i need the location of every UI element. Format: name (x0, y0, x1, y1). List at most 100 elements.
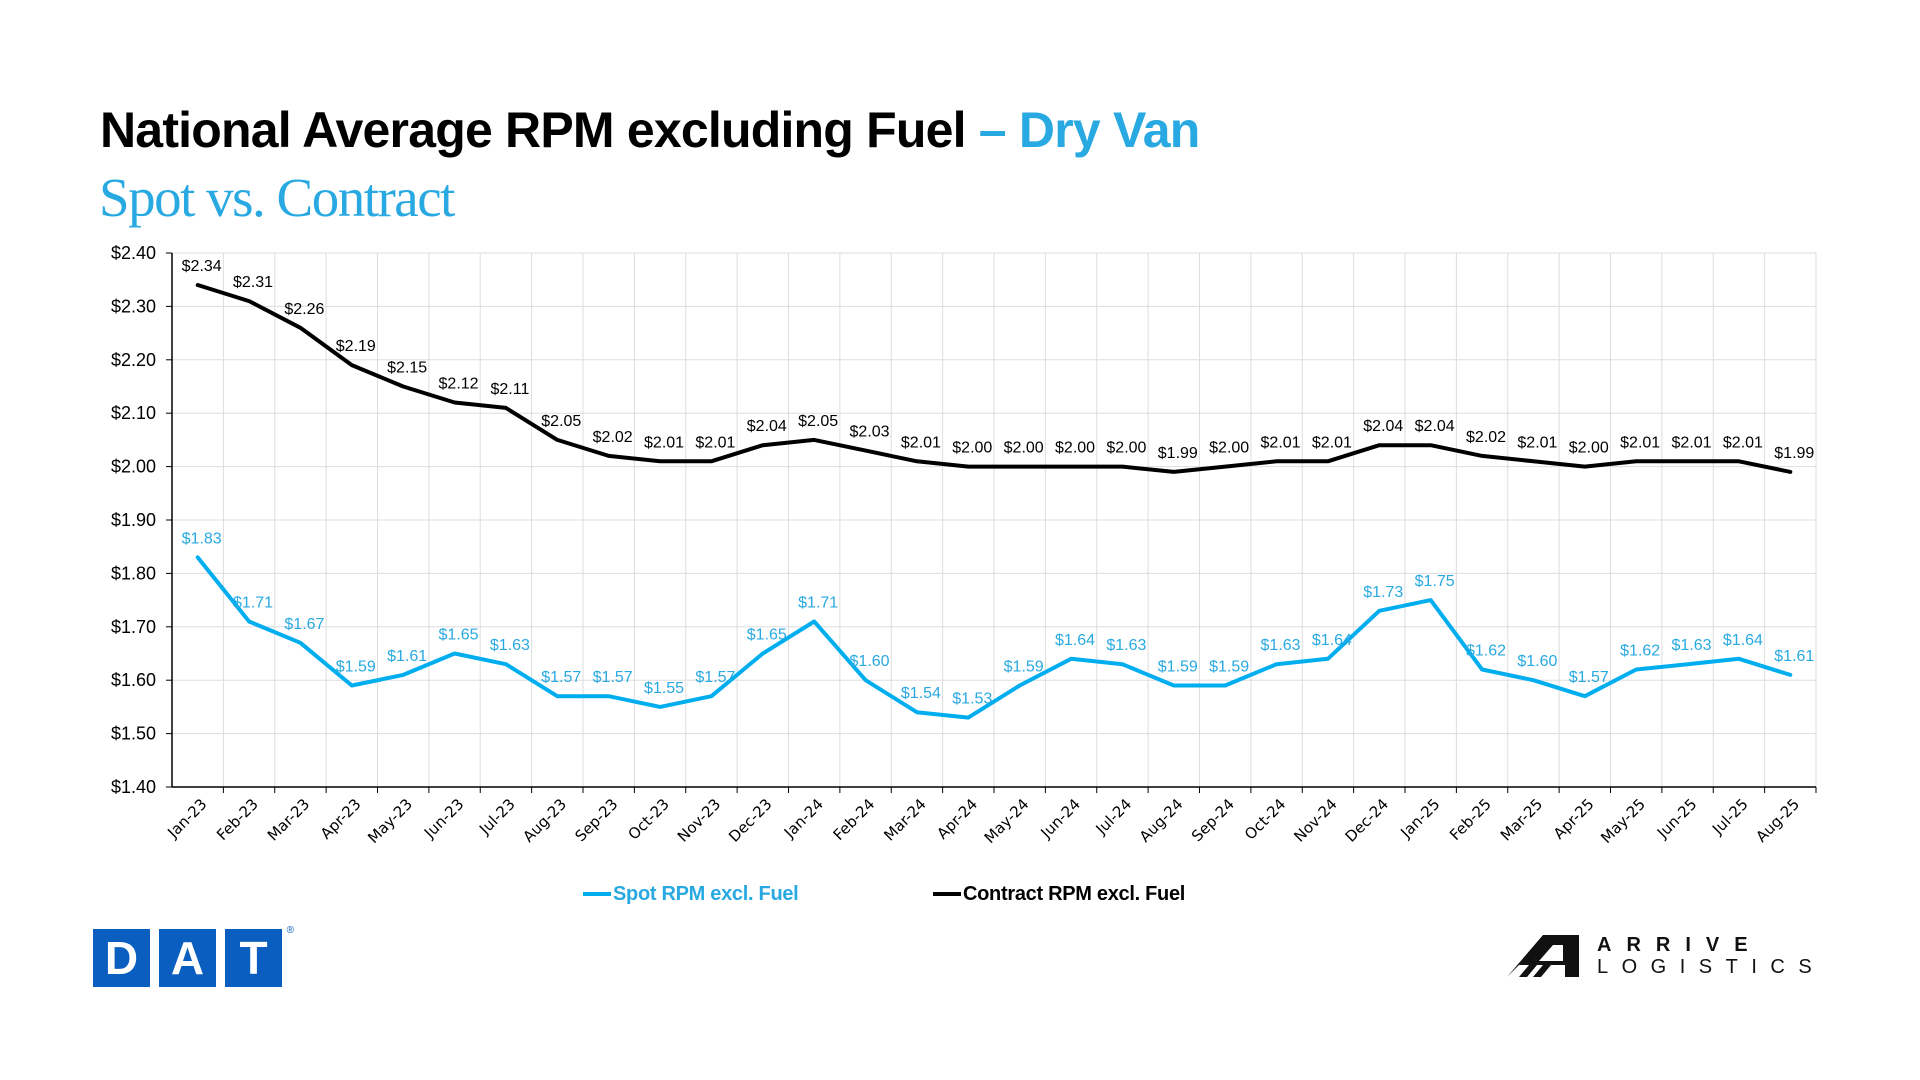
y-tick-label: $1.80 (111, 563, 156, 583)
legend-item-spot[interactable]: Spot RPM excl. Fuel (583, 880, 799, 908)
contract-data-label: $2.15 (387, 360, 427, 377)
spot-data-label: $1.62 (1620, 643, 1660, 660)
x-tick-label: Oct-23 (624, 795, 672, 843)
x-tick-label: May-25 (1597, 795, 1649, 847)
spot-data-label: $1.54 (901, 685, 941, 702)
chart-subtitle: Spot vs. Contract (99, 167, 455, 228)
x-tick-label: Feb-24 (830, 795, 879, 844)
y-tick-label: $1.60 (111, 670, 156, 690)
spot-data-label: $1.57 (541, 669, 581, 686)
spot-data-label: $1.67 (284, 616, 324, 633)
dat-logo-letter-t: T (225, 929, 282, 987)
spot-data-label: $1.62 (1466, 643, 1506, 660)
spot-data-label: $1.75 (1415, 573, 1455, 590)
contract-data-label: $2.00 (952, 440, 992, 457)
axes (166, 252, 1817, 793)
x-tick-label: Feb-25 (1446, 795, 1495, 844)
contract-data-label: $2.19 (336, 338, 376, 355)
contract-data-label: $2.00 (1004, 440, 1044, 457)
x-tick-label: Aug-25 (1752, 795, 1803, 846)
arrive-logistics-logo: ARRIVE LOGISTICS (1507, 934, 1825, 978)
y-tick-label: $1.90 (111, 510, 156, 530)
x-tick-label: Aug-24 (1136, 795, 1187, 846)
spot-data-label: $1.73 (1363, 584, 1403, 601)
x-tick-label: Sep-24 (1188, 795, 1238, 845)
arrive-logo-line2: LOGISTICS (1597, 956, 1826, 978)
legend-item-contract[interactable]: Contract RPM excl. Fuel (933, 880, 1185, 908)
y-axis-ticks: $1.40 $1.50 $1.60 $1.70 $1.80 $1.90 $2.00 $2.10… (111, 243, 156, 797)
spot-data-label: $1.57 (1569, 669, 1609, 686)
x-tick-label: Dec-23 (725, 795, 776, 846)
y-tick-label: $1.70 (111, 617, 156, 637)
y-tick-label: $2.20 (111, 350, 156, 370)
spot-data-label: $1.59 (1158, 659, 1198, 676)
y-tick-label: $2.00 (111, 457, 156, 477)
spot-series-line (195, 555, 1793, 720)
x-tick-label: Jul-24 (1092, 795, 1136, 839)
contract-data-label: $2.04 (747, 418, 787, 435)
contract-data-label: $2.00 (1106, 440, 1146, 457)
y-tick-label: $2.40 (111, 243, 156, 263)
legend-swatch-contract (933, 892, 961, 896)
legend-label-contract: Contract RPM excl. Fuel (963, 882, 1186, 905)
series-lines (195, 283, 1793, 720)
x-tick-label: May-23 (364, 795, 416, 847)
contract-data-label: $2.34 (182, 258, 222, 275)
x-tick-label: Jun-25 (1653, 795, 1700, 842)
x-axis-ticks: Jan-23 Feb-23 Mar-23 Apr-23 May-23 Jun-23 Jul-… (163, 795, 1803, 847)
spot-data-label: $1.63 (1106, 637, 1146, 654)
x-tick-label: Jul-25 (1708, 795, 1752, 839)
contract-data-label: $2.05 (798, 413, 838, 430)
contract-data-label: $2.02 (1466, 429, 1506, 446)
spot-data-label: $1.64 (1723, 632, 1763, 649)
grid-lines (172, 252, 1817, 787)
x-tick-label: Aug-23 (519, 795, 570, 846)
spot-data-label: $1.59 (1004, 659, 1044, 676)
x-tick-label: Feb-23 (213, 795, 262, 844)
legend-label-spot: Spot RPM excl. Fuel (613, 882, 799, 905)
contract-data-label: $2.11 (491, 381, 530, 398)
dat-logo-letter-d: D (93, 929, 150, 987)
y-tick-label: $2.10 (111, 403, 156, 423)
spot-data-label: $1.71 (798, 594, 838, 611)
contract-data-label: $2.01 (1517, 434, 1557, 451)
registered-mark: ® (286, 925, 294, 936)
contract-data-label: $2.01 (1312, 434, 1352, 451)
x-tick-label: Sep-23 (571, 795, 621, 845)
data-labels: $1.83 $1.71 $1.67 $1.59 $1.61 $1.65 $1.63 $1.57… (182, 258, 1815, 708)
contract-data-label: $2.01 (644, 434, 684, 451)
legend-swatch-spot (583, 892, 611, 896)
spot-data-label: $1.60 (1517, 653, 1557, 670)
x-tick-label: May-24 (981, 795, 1033, 847)
dat-logo-letter-a: A (159, 929, 216, 987)
contract-data-label: $2.04 (1415, 418, 1455, 435)
spot-data-label: $1.57 (593, 669, 633, 686)
contract-data-label: $2.03 (850, 424, 890, 441)
spot-data-label: $1.59 (1209, 659, 1249, 676)
x-tick-label: Apr-23 (317, 795, 365, 843)
x-tick-label: Oct-24 (1241, 795, 1289, 843)
y-tick-label: $1.40 (111, 777, 156, 797)
chart-title-main: National Average RPM excluding Fuel (100, 102, 967, 158)
spot-data-label: $1.61 (1774, 648, 1814, 665)
contract-data-label: $2.00 (1569, 440, 1609, 457)
contract-data-label: $2.12 (439, 376, 479, 393)
spot-data-label: $1.61 (387, 648, 427, 665)
dat-logo: D A T ® (93, 925, 294, 987)
x-tick-label: Jun-24 (1037, 795, 1084, 842)
x-tick-label: Apr-24 (933, 795, 981, 843)
contract-series-line (195, 283, 1793, 474)
arrive-a-icon (1507, 935, 1579, 977)
contract-data-label: $2.00 (1209, 440, 1249, 457)
x-tick-label: Dec-24 (1342, 795, 1393, 846)
spot-data-label: $1.59 (336, 659, 376, 676)
contract-data-label: $2.01 (1672, 434, 1712, 451)
x-tick-label: Jul-23 (475, 795, 519, 839)
arrive-logo-line1: ARRIVE (1597, 934, 1763, 956)
spot-data-label: $1.53 (952, 691, 992, 708)
chart-title-accent: – Dry Van (978, 102, 1201, 158)
x-tick-label: Jan-24 (780, 795, 827, 842)
contract-data-label: $1.99 (1158, 445, 1198, 462)
spot-data-label: $1.57 (695, 669, 735, 686)
x-tick-label: Jan-23 (163, 795, 210, 842)
